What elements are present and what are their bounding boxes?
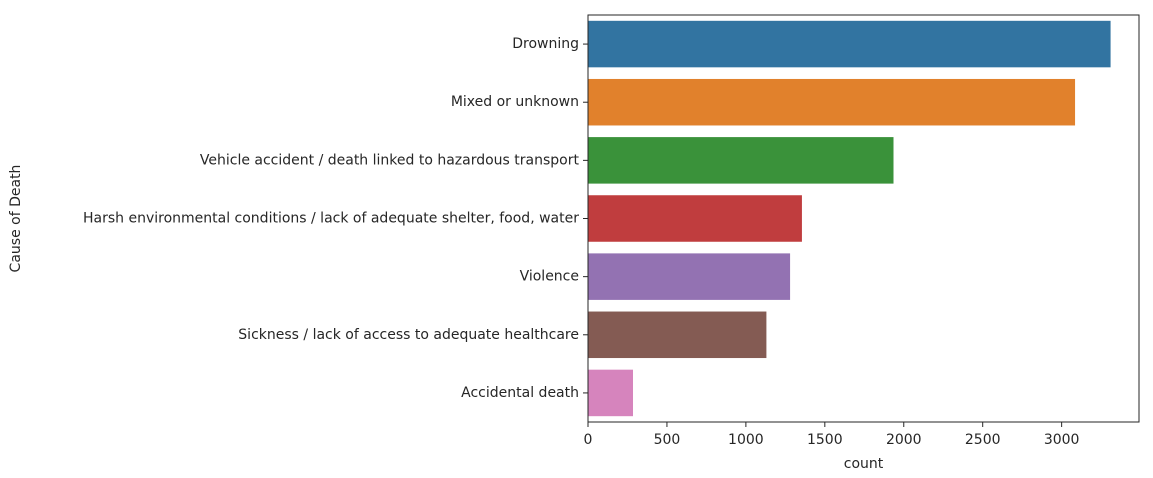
y-tick-label: Mixed or unknown (451, 94, 579, 110)
bar (588, 20, 1111, 68)
bar (588, 253, 791, 300)
y-tick-label: Sickness / lack of access to adequate he… (238, 327, 579, 343)
x-tick-label: 500 (654, 432, 681, 448)
x-tick-label: 2000 (886, 432, 922, 448)
y-axis-title: Cause of Death (8, 165, 24, 273)
x-tick-label: 2500 (965, 432, 1001, 448)
x-tick-label: 0 (584, 432, 593, 448)
x-tick-label: 3000 (1044, 432, 1080, 448)
bar (588, 137, 894, 184)
bar (588, 78, 1076, 126)
y-axis-category-labels: Drowning Mixed or unknown Vehicle accident… (83, 36, 588, 401)
x-tick-label: 1500 (807, 432, 843, 448)
bars-group (588, 20, 1111, 417)
y-tick-label: Harsh environmental conditions / lack of… (83, 211, 579, 227)
bar (588, 311, 767, 359)
y-tick-label: Drowning (512, 36, 579, 52)
x-axis-title: count (844, 456, 884, 472)
bar (588, 369, 633, 417)
y-tick-label: Violence (520, 269, 579, 285)
x-tick-label: 1000 (728, 432, 764, 448)
x-axis-ticks: 0 500 1000 1500 2000 2500 3000 (584, 422, 1080, 448)
bar (588, 195, 802, 242)
y-tick-label: Vehicle accident / death linked to hazar… (200, 152, 580, 168)
y-tick-label: Accidental death (461, 385, 579, 401)
